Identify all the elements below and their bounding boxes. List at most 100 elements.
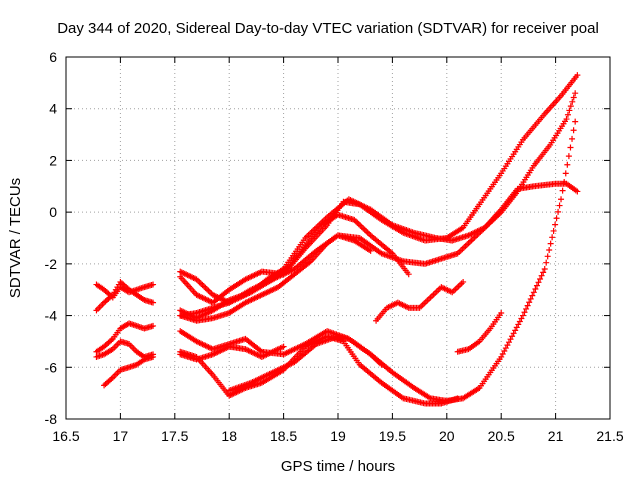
- data-point: [460, 278, 467, 285]
- x-tick-label: 21.5: [596, 428, 623, 444]
- y-tick-label: 4: [49, 101, 57, 117]
- x-tick-label: 19: [330, 428, 346, 444]
- x-tick-label: 17: [113, 428, 129, 444]
- x-tick-label: 18.5: [270, 428, 297, 444]
- series-e: [177, 232, 374, 324]
- data-point: [564, 111, 571, 118]
- data-point: [549, 234, 556, 241]
- data-point: [354, 219, 361, 226]
- data-point: [541, 266, 548, 273]
- x-axis: 16.5 17 17.5 18 18.5 19 19.5 20 20.5 21 21.5: [52, 57, 624, 444]
- y-tick-label: -2: [45, 256, 58, 272]
- x-tick-label: 20.5: [488, 428, 515, 444]
- data-point: [547, 240, 554, 247]
- x-tick-label: 18: [221, 428, 237, 444]
- data-series: [93, 72, 581, 407]
- data-point: [556, 202, 563, 209]
- data-point: [150, 281, 157, 288]
- data-point: [360, 225, 367, 232]
- series-h: [177, 343, 287, 363]
- data-point: [537, 276, 544, 283]
- data-point: [569, 135, 576, 142]
- data-point: [358, 223, 365, 230]
- series-t3: [93, 320, 157, 355]
- data-point: [538, 272, 545, 279]
- data-point: [535, 279, 542, 286]
- data-point: [467, 238, 474, 245]
- y-tick-label: -8: [45, 411, 58, 427]
- y-tick-label: 0: [49, 204, 57, 220]
- data-point: [572, 118, 579, 125]
- data-point: [205, 287, 212, 294]
- data-point: [533, 282, 540, 289]
- data-point: [357, 222, 364, 229]
- data-point: [150, 299, 157, 306]
- data-point: [565, 153, 572, 160]
- data-point: [206, 289, 213, 296]
- data-point: [529, 292, 536, 299]
- series-t4: [93, 338, 157, 360]
- data-point: [405, 271, 412, 278]
- series-t2: [93, 278, 157, 314]
- y-tick-label: 6: [49, 49, 57, 65]
- y-tick-label: 2: [49, 152, 57, 168]
- data-point: [480, 226, 487, 233]
- data-point: [351, 216, 358, 223]
- data-point: [552, 221, 559, 228]
- series-t5: [101, 353, 157, 389]
- data-point: [532, 285, 539, 292]
- x-tick-label: 19.5: [379, 428, 406, 444]
- data-point: [567, 103, 574, 110]
- data-point: [198, 280, 205, 287]
- data-point: [521, 309, 528, 316]
- data-point: [378, 361, 385, 368]
- data-point: [202, 284, 209, 291]
- data-point: [527, 295, 534, 302]
- data-point: [355, 221, 362, 228]
- x-tick-label: 21: [548, 428, 564, 444]
- data-point: [570, 94, 577, 101]
- data-point: [203, 286, 210, 293]
- data-point: [563, 116, 570, 123]
- data-point: [550, 227, 557, 234]
- data-point: [543, 259, 550, 266]
- data-point: [150, 353, 157, 360]
- data-point: [361, 226, 368, 233]
- data-point: [468, 237, 475, 244]
- data-point: [200, 283, 207, 290]
- data-point: [558, 196, 565, 203]
- data-point: [530, 289, 537, 296]
- plot-frame: [65, 56, 611, 420]
- data-point: [471, 234, 478, 241]
- data-point: [564, 161, 571, 168]
- data-point: [566, 107, 573, 114]
- data-point: [454, 395, 461, 402]
- data-point: [574, 188, 581, 195]
- data-point: [570, 127, 577, 134]
- y-axis-label: SDTVAR / TECUs: [7, 178, 24, 298]
- data-point: [364, 229, 371, 236]
- y-axis: -8 -6 -4 -2 0 2 4 6: [45, 49, 610, 427]
- data-point: [366, 231, 373, 238]
- y-tick-label: -6: [45, 359, 58, 375]
- series-i: [226, 333, 385, 394]
- data-point: [544, 253, 551, 260]
- series-f: [177, 118, 579, 404]
- data-point: [562, 170, 569, 177]
- data-point: [572, 90, 579, 97]
- chart-title: Day 344 of 2020, Sidereal Day-to-day VTE…: [57, 20, 599, 37]
- data-point: [498, 309, 505, 316]
- data-point: [196, 279, 203, 286]
- data-point: [555, 208, 562, 215]
- data-point: [526, 299, 533, 306]
- data-point: [567, 144, 574, 151]
- data-point: [546, 246, 553, 253]
- data-point: [519, 312, 526, 319]
- data-point: [574, 72, 581, 79]
- data-point: [524, 302, 531, 309]
- x-tick-label: 20: [439, 428, 455, 444]
- series-k: [454, 309, 505, 355]
- x-tick-label: 16.5: [52, 428, 79, 444]
- data-point: [363, 228, 370, 235]
